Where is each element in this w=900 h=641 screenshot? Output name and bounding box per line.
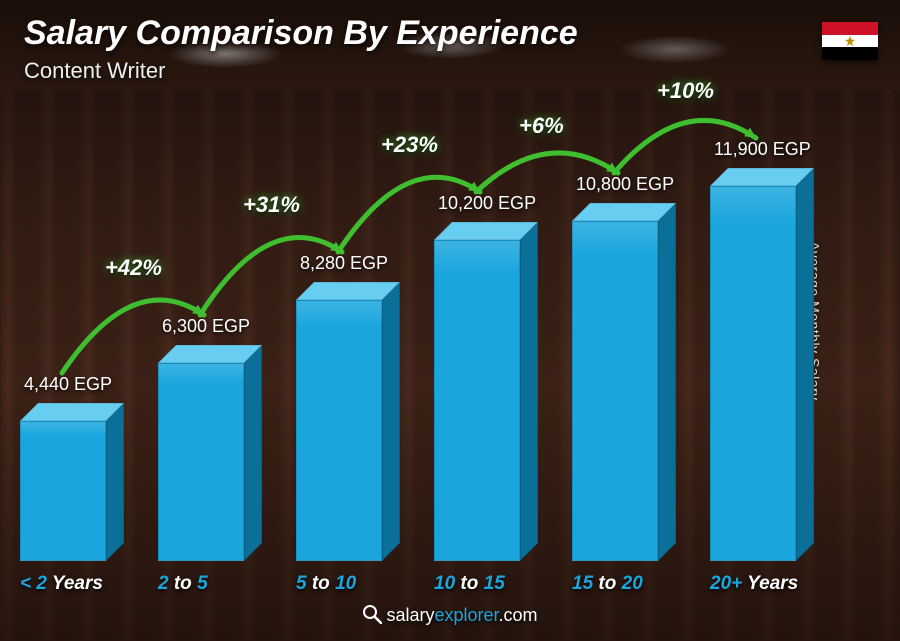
growth-arc (200, 238, 342, 315)
flag-stripe-red (822, 22, 878, 35)
magnifier-icon (362, 604, 382, 629)
growth-arc (62, 300, 204, 373)
bar-x-label: 20+ Years (710, 573, 798, 595)
growth-arc (614, 120, 756, 173)
arcs-layer (20, 100, 880, 561)
bar-x-label: 5 to 10 (296, 573, 356, 595)
chart-title: Salary Comparison By Experience (24, 14, 578, 53)
bar-chart: 4,440 EGP< 2 Years6,300 EGP2 to 58,280 E… (20, 100, 850, 561)
growth-arc (338, 177, 480, 252)
bar-x-label: 10 to 15 (434, 573, 505, 595)
footer-text-plain: salary (386, 605, 434, 625)
footer-text-accent: explorer (434, 605, 498, 625)
flag-eagle-icon (845, 36, 855, 46)
flag-stripe-black (822, 47, 878, 60)
flag-egypt (822, 22, 878, 60)
flag-stripe-white (822, 35, 878, 48)
footer-attribution: salaryexplorer.com (0, 604, 900, 629)
bar-x-label: 2 to 5 (158, 573, 208, 595)
bar-x-label: 15 to 20 (572, 573, 643, 595)
bar-x-label: < 2 Years (20, 573, 103, 595)
growth-arc (476, 153, 618, 192)
chart-subtitle: Content Writer (24, 58, 165, 84)
footer-text-suffix: .com (499, 605, 538, 625)
